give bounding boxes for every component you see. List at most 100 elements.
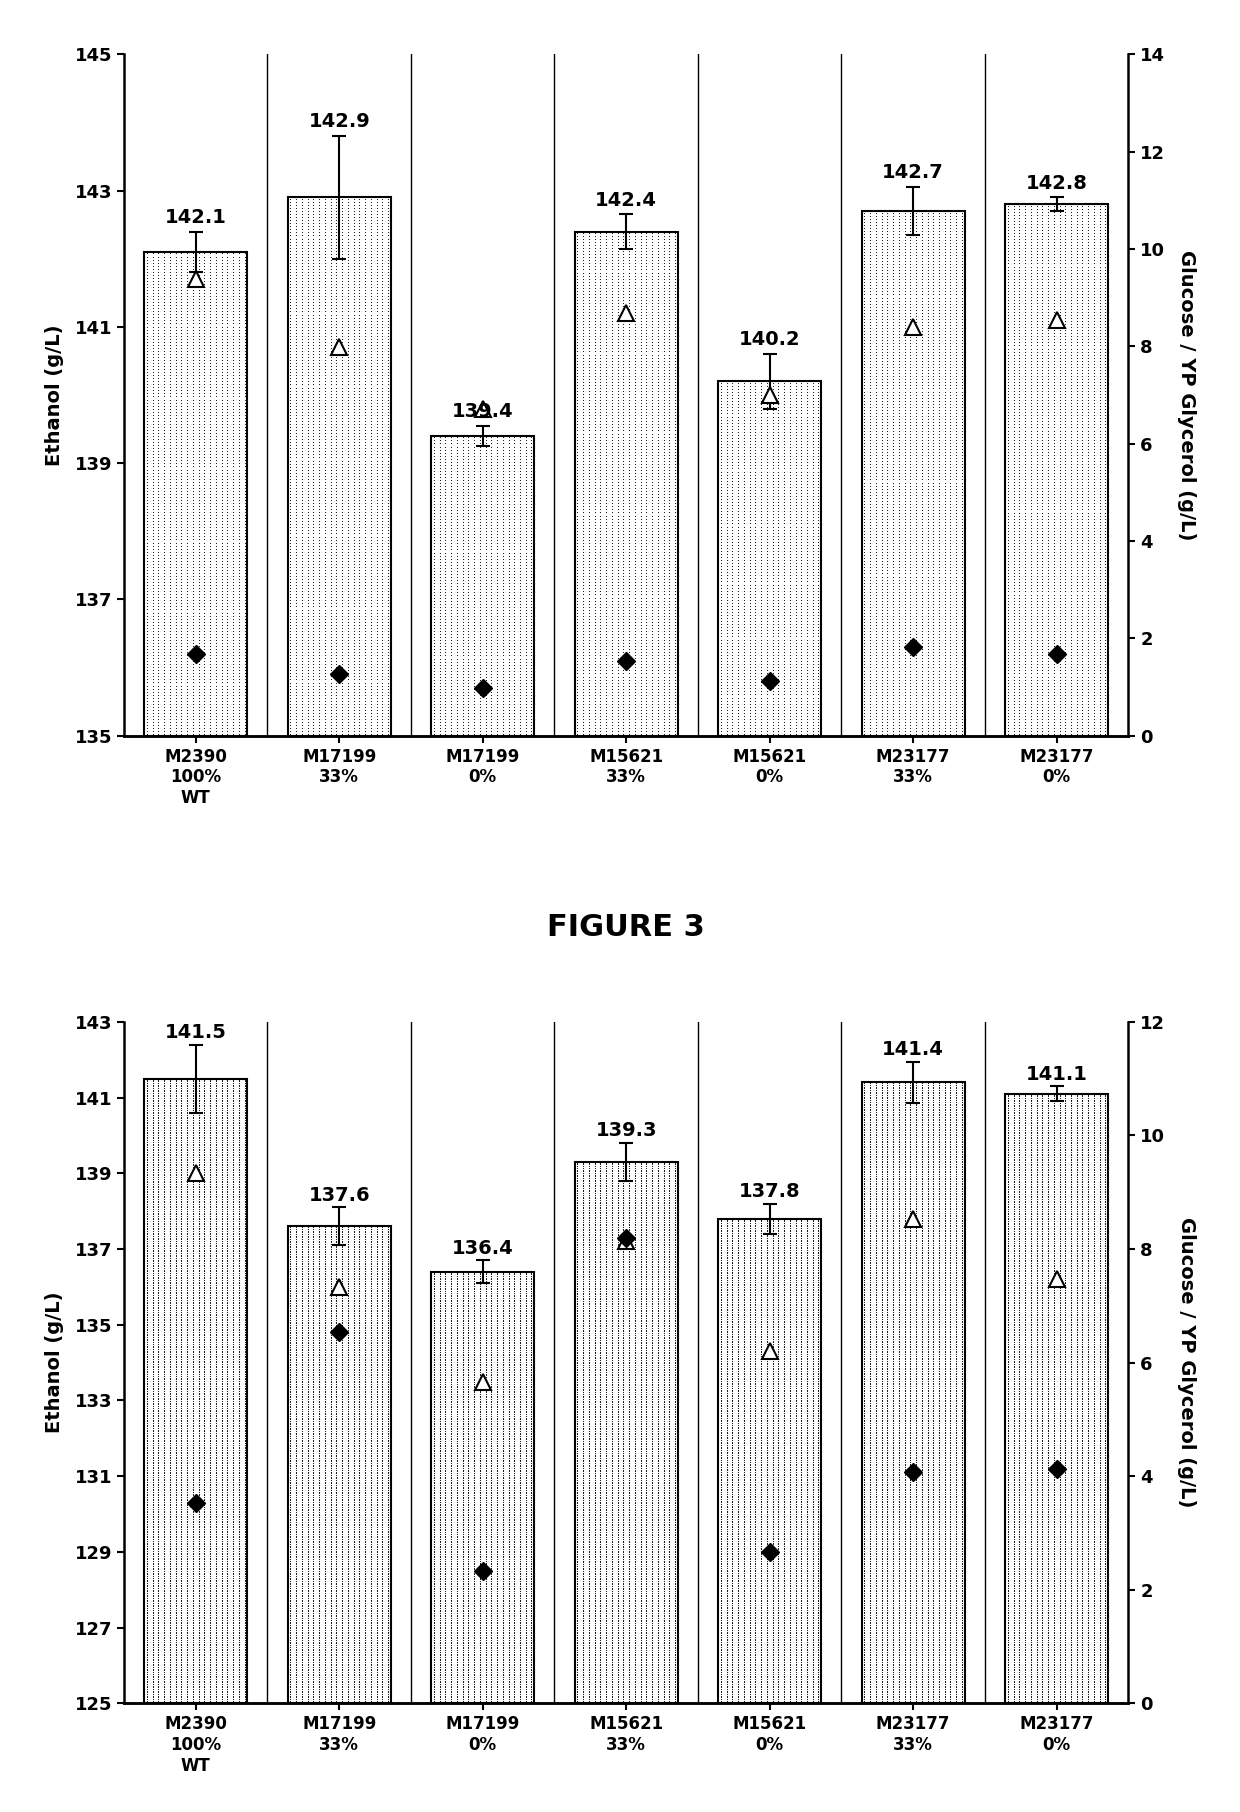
Point (780, 625, 800, 654)
Point (171, 1071, 191, 1100)
Point (728, 1451, 748, 1480)
Point (861, 1460, 880, 1489)
Point (1033, 1607, 1053, 1636)
Point (212, 1261, 232, 1290)
Point (143, 1647, 162, 1676)
Point (918, 290, 937, 319)
Point (171, 692, 191, 721)
Point (200, 1270, 219, 1299)
Point (924, 274, 944, 303)
Point (866, 1486, 885, 1515)
Point (424, 1270, 444, 1299)
Point (1021, 1192, 1040, 1221)
Point (1016, 410, 1035, 439)
Point (149, 415, 169, 444)
Point (154, 1323, 174, 1352)
Point (280, 1464, 300, 1493)
Point (1055, 1256, 1075, 1285)
Point (929, 1419, 949, 1448)
Point (740, 585, 760, 614)
Point (378, 266, 398, 295)
Point (315, 1470, 335, 1499)
Point (154, 1176, 174, 1205)
Point (138, 1263, 157, 1292)
Point (200, 1375, 219, 1404)
Point (355, 352, 374, 381)
Point (601, 1348, 621, 1377)
Point (780, 1218, 800, 1247)
Point (808, 415, 828, 444)
Point (861, 634, 880, 663)
Point (929, 1120, 949, 1149)
Point (723, 1321, 743, 1350)
Point (138, 1538, 157, 1567)
Point (1061, 1464, 1081, 1493)
Point (1084, 1247, 1104, 1276)
Point (585, 1616, 605, 1645)
Point (608, 683, 627, 712)
Point (631, 1415, 651, 1444)
Point (464, 1509, 484, 1538)
Point (435, 1424, 455, 1453)
Point (206, 1165, 226, 1194)
Point (665, 1408, 684, 1437)
Point (619, 1189, 639, 1218)
Point (154, 1560, 174, 1589)
Point (177, 651, 197, 680)
Point (154, 504, 174, 533)
Point (1061, 565, 1081, 594)
Point (631, 522, 651, 551)
Point (229, 1569, 249, 1598)
Point (298, 1609, 317, 1638)
Point (590, 1417, 610, 1446)
Point (355, 1586, 374, 1614)
Point (1038, 1151, 1058, 1180)
Point (883, 1120, 903, 1149)
Point (601, 616, 621, 645)
Point (309, 1250, 329, 1279)
Point (1084, 1093, 1104, 1122)
Point (217, 1480, 237, 1509)
Point (872, 228, 892, 257)
Point (751, 1557, 771, 1586)
Point (590, 373, 610, 402)
Point (952, 1665, 972, 1694)
Point (195, 1484, 215, 1513)
Point (906, 216, 926, 245)
Point (286, 1484, 306, 1513)
Point (1003, 1455, 1023, 1484)
Point (631, 1201, 651, 1230)
Point (166, 1511, 186, 1540)
Point (929, 651, 949, 680)
Point (343, 1386, 363, 1415)
Point (298, 440, 317, 469)
Point (665, 1245, 684, 1274)
Point (711, 1346, 730, 1375)
Point (234, 1118, 254, 1147)
Point (1044, 419, 1064, 448)
Point (1066, 444, 1086, 473)
Point (935, 1259, 955, 1288)
Point (200, 1136, 219, 1165)
Point (906, 1270, 926, 1299)
Point (522, 1413, 542, 1442)
Point (332, 1656, 352, 1685)
Point (619, 1555, 639, 1584)
Point (786, 1439, 806, 1468)
Point (188, 1524, 208, 1553)
Point (665, 1531, 684, 1560)
Point (911, 1383, 931, 1412)
Point (1079, 1651, 1099, 1680)
Point (1033, 553, 1053, 582)
Point (298, 245, 317, 274)
Point (866, 596, 885, 625)
Point (188, 522, 208, 551)
Point (946, 1633, 966, 1662)
Point (177, 1201, 197, 1230)
Point (516, 1553, 536, 1582)
Point (321, 368, 341, 397)
Point (160, 553, 180, 582)
Point (280, 1428, 300, 1457)
Point (291, 674, 311, 703)
Point (280, 1544, 300, 1573)
